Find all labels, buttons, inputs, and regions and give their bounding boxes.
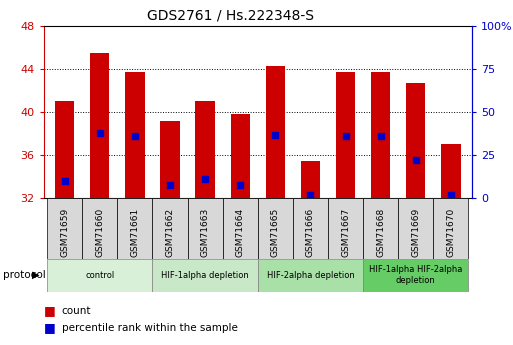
Bar [230,114,250,198]
Bar [82,198,117,259]
Bar [195,101,215,198]
Text: GSM71665: GSM71665 [271,207,280,257]
Text: GSM71668: GSM71668 [376,207,385,257]
Text: count: count [62,306,91,315]
Bar [441,145,461,198]
Bar [152,259,258,292]
Bar [47,259,152,292]
Bar [258,259,363,292]
Point [271,132,280,137]
Text: HIF-2alpha depletion: HIF-2alpha depletion [267,270,354,280]
Bar [152,198,188,259]
Bar [161,121,180,198]
Bar [117,198,152,259]
Text: GSM71670: GSM71670 [446,207,456,257]
Text: ▶: ▶ [32,270,40,280]
Text: GSM71662: GSM71662 [166,207,174,257]
Text: GSM71659: GSM71659 [60,207,69,257]
Bar [433,198,468,259]
Point [236,182,244,187]
Bar [406,83,425,198]
Bar [55,101,74,198]
Point [377,134,385,139]
Point [131,134,139,139]
Bar [293,198,328,259]
Point [447,192,455,198]
Text: percentile rank within the sample: percentile rank within the sample [62,323,238,333]
Bar [336,72,355,198]
Text: GSM71661: GSM71661 [130,207,140,257]
Text: GSM71660: GSM71660 [95,207,104,257]
Bar [90,53,109,198]
Bar [301,161,320,198]
Text: ■: ■ [44,321,55,334]
Bar [258,198,293,259]
Bar [363,198,398,259]
Text: HIF-1alpha HIF-2alpha
depletion: HIF-1alpha HIF-2alpha depletion [369,265,463,285]
Bar [47,198,82,259]
Text: GSM71667: GSM71667 [341,207,350,257]
Bar [266,66,285,198]
Text: GSM71663: GSM71663 [201,207,210,257]
Point [96,130,104,136]
Text: control: control [85,270,114,280]
Point [342,134,350,139]
Bar [363,259,468,292]
Point [61,178,69,184]
Text: protocol: protocol [3,270,45,280]
Text: GSM71664: GSM71664 [236,207,245,257]
Bar [125,72,145,198]
Point [201,177,209,182]
Text: GSM71669: GSM71669 [411,207,420,257]
Point [306,192,314,198]
Text: ■: ■ [44,304,55,317]
Point [411,158,420,163]
Point [166,182,174,187]
Text: HIF-1alpha depletion: HIF-1alpha depletion [161,270,249,280]
Bar [328,198,363,259]
Text: GSM71666: GSM71666 [306,207,315,257]
Bar [398,198,433,259]
Text: GDS2761 / Hs.222348-S: GDS2761 / Hs.222348-S [147,9,314,23]
Bar [223,198,258,259]
Bar [371,72,390,198]
Bar [188,198,223,259]
